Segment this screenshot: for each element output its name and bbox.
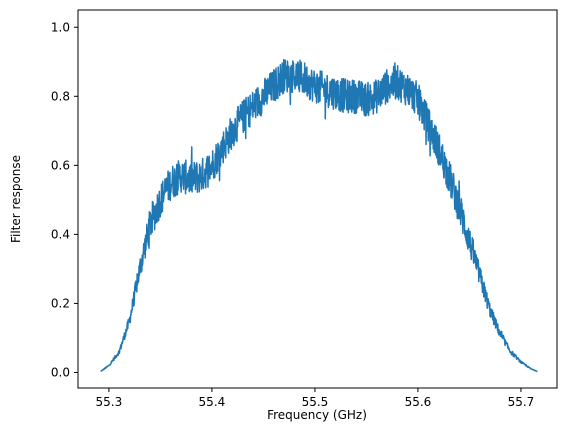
y-tick-label: 0.4 — [51, 227, 70, 241]
y-tick-label: 0.0 — [51, 365, 70, 379]
y-axis: 0.0 0.2 0.4 0.6 0.8 1.0 — [51, 20, 78, 379]
x-tick-label: 55.4 — [199, 395, 226, 409]
plot-area — [100, 58, 538, 373]
x-tick-label: 55.7 — [508, 395, 535, 409]
x-axis-label: Frequency (GHz) — [267, 408, 367, 422]
y-tick-label: 0.6 — [51, 158, 70, 172]
filter-response-line — [100, 58, 538, 373]
x-axis: 55.3 55.4 55.5 55.6 55.7 — [96, 388, 535, 409]
plot-frame — [77, 9, 558, 389]
y-tick-label: 1.0 — [51, 20, 70, 34]
x-tick-label: 55.3 — [96, 395, 123, 409]
x-tick-label: 55.5 — [302, 395, 329, 409]
y-tick-label: 0.8 — [51, 89, 70, 103]
y-tick-label: 0.2 — [51, 296, 70, 310]
y-axis-label: Filter response — [9, 155, 23, 243]
x-tick-label: 55.6 — [405, 395, 432, 409]
